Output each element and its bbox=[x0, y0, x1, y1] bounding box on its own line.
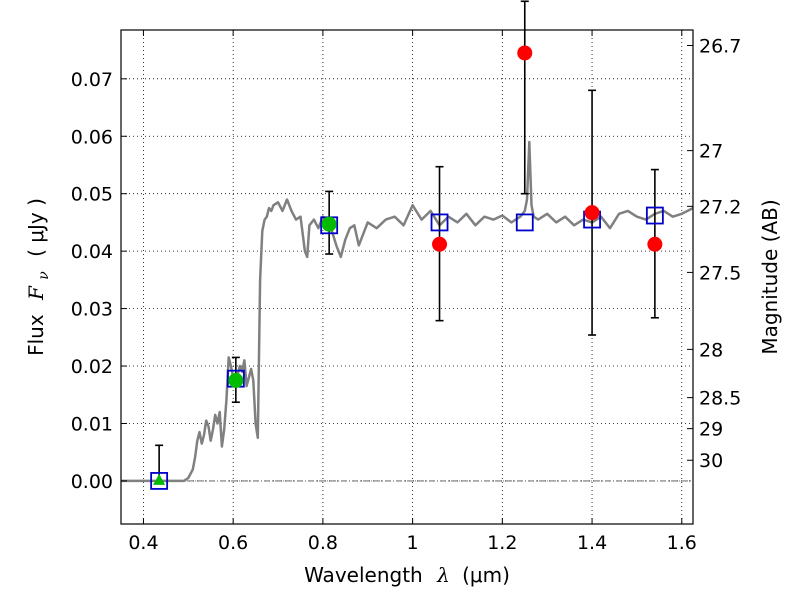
y-tick-label: 0.01 bbox=[71, 413, 113, 435]
magnitude-axis-label: Magnitude (AB) bbox=[758, 199, 782, 354]
magnitude-tick-label: 26.7 bbox=[699, 36, 741, 58]
observed-point bbox=[584, 205, 600, 221]
y-tick-label: 0.03 bbox=[71, 299, 113, 321]
x-axis-label: Wavelength λ (μm) bbox=[304, 563, 510, 587]
observed-point bbox=[321, 216, 337, 232]
magnitude-tick-label: 27 bbox=[699, 141, 723, 163]
x-tick-label: 1 bbox=[407, 532, 419, 554]
plot-frame bbox=[120, 29, 694, 525]
x-axis-label-prefix: Wavelength bbox=[304, 563, 423, 587]
spectrum-group bbox=[121, 140, 694, 483]
model-photometry-point bbox=[515, 213, 534, 232]
magnitude-tick-labels: 26.7 27 27.2 27.5 28 28.5 29 30 bbox=[699, 36, 741, 473]
y-axis-label-prefix: Flux bbox=[24, 314, 48, 356]
y-tick-label: 0.06 bbox=[71, 126, 113, 148]
x-tick-label: 1.4 bbox=[577, 532, 607, 554]
model-photometry-point bbox=[645, 206, 664, 225]
spectrum-line bbox=[121, 140, 694, 483]
x-axis-label-unit: (μm) bbox=[462, 563, 510, 587]
observed-point bbox=[517, 45, 533, 61]
y-tick-label: 0.00 bbox=[71, 471, 113, 493]
magnitude-tick-label: 27.2 bbox=[699, 196, 741, 218]
x-tick-label: 0.6 bbox=[218, 532, 248, 554]
upper-limit-point bbox=[153, 473, 166, 485]
ticks-group bbox=[121, 30, 693, 524]
y-tick-labels: 0.00 0.01 0.02 0.03 0.04 0.05 0.06 0.07 bbox=[71, 69, 113, 493]
observed-point bbox=[432, 236, 448, 252]
observed-point bbox=[647, 236, 663, 252]
model-photometry-point bbox=[430, 213, 449, 232]
y-axis-label-symbol: F bbox=[24, 285, 48, 301]
y-axis-label: Flux F ν ( μJy ) bbox=[24, 198, 53, 356]
magnitude-tick-label: 30 bbox=[699, 450, 723, 472]
markers-group bbox=[150, 45, 664, 490]
magnitude-tick-label: 28.5 bbox=[699, 388, 741, 410]
magnitude-tick-label: 27.5 bbox=[699, 262, 741, 284]
y-tick-label: 0.02 bbox=[71, 356, 113, 378]
y-tick-label: 0.07 bbox=[71, 69, 113, 91]
y-axis-label-unit: ( μJy ) bbox=[24, 198, 48, 257]
x-tick-label: 0.4 bbox=[128, 532, 158, 554]
plot-background bbox=[121, 30, 693, 524]
x-tick-labels: 0.4 0.6 0.8 1 1.2 1.4 1.6 bbox=[128, 532, 697, 554]
magnitude-tick-label: 28 bbox=[699, 339, 723, 361]
y-tick-label: 0.05 bbox=[71, 184, 113, 206]
magnitude-tick-label: 29 bbox=[699, 419, 723, 441]
x-tick-label: 0.8 bbox=[308, 532, 338, 554]
x-tick-label: 1.2 bbox=[487, 532, 517, 554]
x-tick-label: 1.6 bbox=[667, 532, 697, 554]
model-photometry-point bbox=[150, 472, 169, 490]
y-tick-label: 0.04 bbox=[71, 241, 113, 263]
x-axis-label-symbol: λ bbox=[436, 563, 450, 587]
observed-point bbox=[228, 372, 244, 388]
y-axis-label-subscript: ν bbox=[36, 271, 52, 280]
